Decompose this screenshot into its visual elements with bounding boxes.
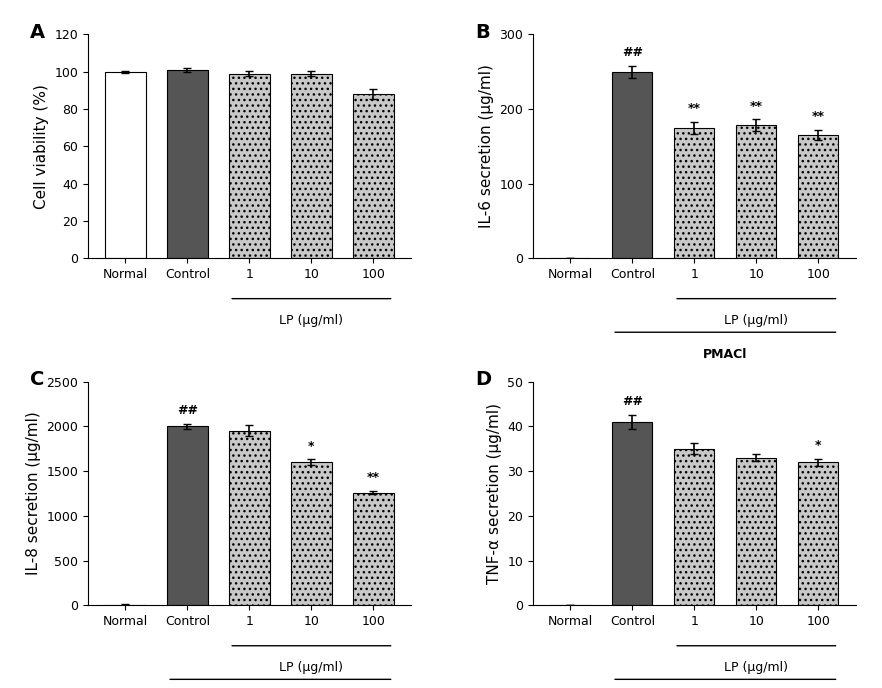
Text: **: ** <box>688 102 701 115</box>
Bar <box>229 74 270 258</box>
Text: ##: ## <box>622 46 643 59</box>
Bar <box>674 449 714 605</box>
Bar <box>168 70 207 258</box>
Text: LP (μg/ml): LP (μg/ml) <box>280 314 343 327</box>
Text: A: A <box>30 23 45 42</box>
Bar <box>798 462 839 605</box>
Text: *: * <box>308 440 315 453</box>
Y-axis label: IL-6 secretion (μg/ml): IL-6 secretion (μg/ml) <box>479 65 494 228</box>
Text: LP (μg/ml): LP (μg/ml) <box>724 314 789 327</box>
Bar <box>354 94 393 258</box>
Text: *: * <box>815 439 822 452</box>
Text: **: ** <box>367 471 380 484</box>
Bar <box>612 72 653 258</box>
Bar <box>168 427 207 605</box>
Bar <box>674 128 714 258</box>
Text: D: D <box>475 370 491 389</box>
Y-axis label: Cell viability (%): Cell viability (%) <box>34 84 49 208</box>
Y-axis label: TNF-α secretion (μg/ml): TNF-α secretion (μg/ml) <box>487 403 502 584</box>
Bar <box>291 462 332 605</box>
Bar <box>354 493 393 605</box>
Bar <box>105 72 146 258</box>
Bar <box>291 74 332 258</box>
Bar <box>798 135 839 258</box>
Text: B: B <box>475 23 490 42</box>
Y-axis label: IL-8 secretion (μg/ml): IL-8 secretion (μg/ml) <box>26 411 41 575</box>
Text: **: ** <box>811 110 825 123</box>
Bar <box>736 125 776 258</box>
Text: PMACl: PMACl <box>703 348 748 361</box>
Text: LP (μg/ml): LP (μg/ml) <box>724 661 789 674</box>
Text: C: C <box>30 370 44 389</box>
Bar <box>612 422 653 605</box>
Bar <box>736 458 776 605</box>
Bar <box>229 431 270 605</box>
Text: ##: ## <box>177 404 198 417</box>
Text: ##: ## <box>622 396 643 409</box>
Text: LP (μg/ml): LP (μg/ml) <box>280 661 343 674</box>
Text: **: ** <box>750 100 763 113</box>
